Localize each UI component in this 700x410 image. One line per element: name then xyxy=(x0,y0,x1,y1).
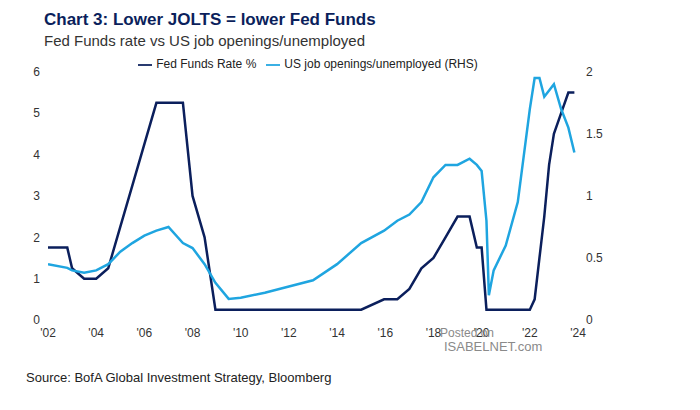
svg-text:3: 3 xyxy=(33,189,40,203)
html-text:Chart 3: Lower JOLTS = lower F: Chart 3: Lower JOLTS = lower Fed Funds xyxy=(44,10,376,29)
svg-text:'12: '12 xyxy=(281,326,297,340)
svg-text:'22: '22 xyxy=(522,326,538,340)
html-text:ISABELNET.com: ISABELNET.com xyxy=(444,339,543,354)
svg-text:2: 2 xyxy=(33,231,40,245)
svg-text:1: 1 xyxy=(33,272,40,286)
svg-text:'16: '16 xyxy=(377,326,393,340)
html-text:Fed Funds Rate %: Fed Funds Rate % xyxy=(156,57,257,71)
svg-text:2: 2 xyxy=(586,65,593,79)
svg-text:'08: '08 xyxy=(185,326,201,340)
svg-text:'24: '24 xyxy=(570,326,586,340)
html-text:US job openings/unemployed (RH: US job openings/unemployed (RHS) xyxy=(284,57,478,71)
svg-text:'10: '10 xyxy=(233,326,249,340)
svg-text:1.5: 1.5 xyxy=(586,127,603,141)
svg-text:0.5: 0.5 xyxy=(586,251,603,265)
svg-text:'02: '02 xyxy=(40,326,56,340)
svg-text:'06: '06 xyxy=(137,326,153,340)
svg-text:4: 4 xyxy=(33,148,40,162)
svg-text:'04: '04 xyxy=(88,326,104,340)
svg-text:'14: '14 xyxy=(329,326,345,340)
svg-text:6: 6 xyxy=(33,65,40,79)
html-text:Fed Funds rate vs US job openi: Fed Funds rate vs US job openings/unempl… xyxy=(44,32,365,49)
svg-text:0: 0 xyxy=(586,313,593,327)
svg-text:5: 5 xyxy=(33,106,40,120)
svg-text:'18: '18 xyxy=(426,326,442,340)
html-text:Posted on: Posted on xyxy=(440,326,494,340)
svg-text:0: 0 xyxy=(33,313,40,327)
svg-text:1: 1 xyxy=(586,189,593,203)
html-text:Source: BofA Global Investment: Source: BofA Global Investment Strategy,… xyxy=(26,370,332,385)
